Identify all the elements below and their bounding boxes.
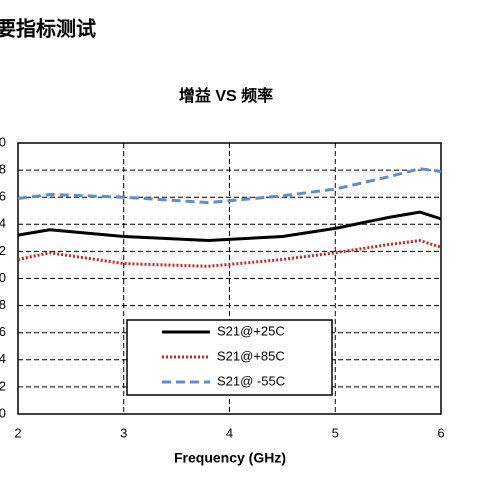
x-tick-label: 4	[226, 425, 233, 440]
y-tick-label: 8	[0, 162, 6, 177]
y-tick-label: 0	[0, 134, 6, 149]
series-line	[17, 167, 442, 205]
legend-label: S21@+25C	[217, 323, 285, 338]
series-line	[17, 239, 442, 268]
y-tick-label: 4	[0, 351, 6, 366]
series-line	[17, 210, 442, 243]
x-tick-label: 6	[437, 425, 444, 440]
y-tick-label: 8	[0, 297, 6, 312]
legend-label: S21@ -55C	[217, 373, 285, 388]
y-tick-label: 4	[0, 216, 6, 231]
y-tick-label: 6	[0, 324, 6, 339]
legend-box	[126, 319, 333, 396]
legend-label: S21@+85C	[217, 348, 285, 363]
y-tick-label: 0	[0, 270, 6, 285]
y-tick-label: 2	[0, 243, 6, 258]
x-tick-label: 5	[332, 425, 339, 440]
y-tick-label: 6	[0, 189, 6, 204]
plot-frame	[17, 142, 442, 415]
x-axis-label: Frequency (GHz)	[174, 450, 286, 466]
heading: 要指标测试	[0, 16, 96, 40]
y-tick-label: 2	[0, 378, 6, 393]
x-tick-label: 3	[120, 425, 127, 440]
x-tick-label: 2	[14, 425, 21, 440]
chart-title: 增益 VS 频率	[179, 86, 273, 105]
y-tick-label: 0	[0, 405, 6, 420]
